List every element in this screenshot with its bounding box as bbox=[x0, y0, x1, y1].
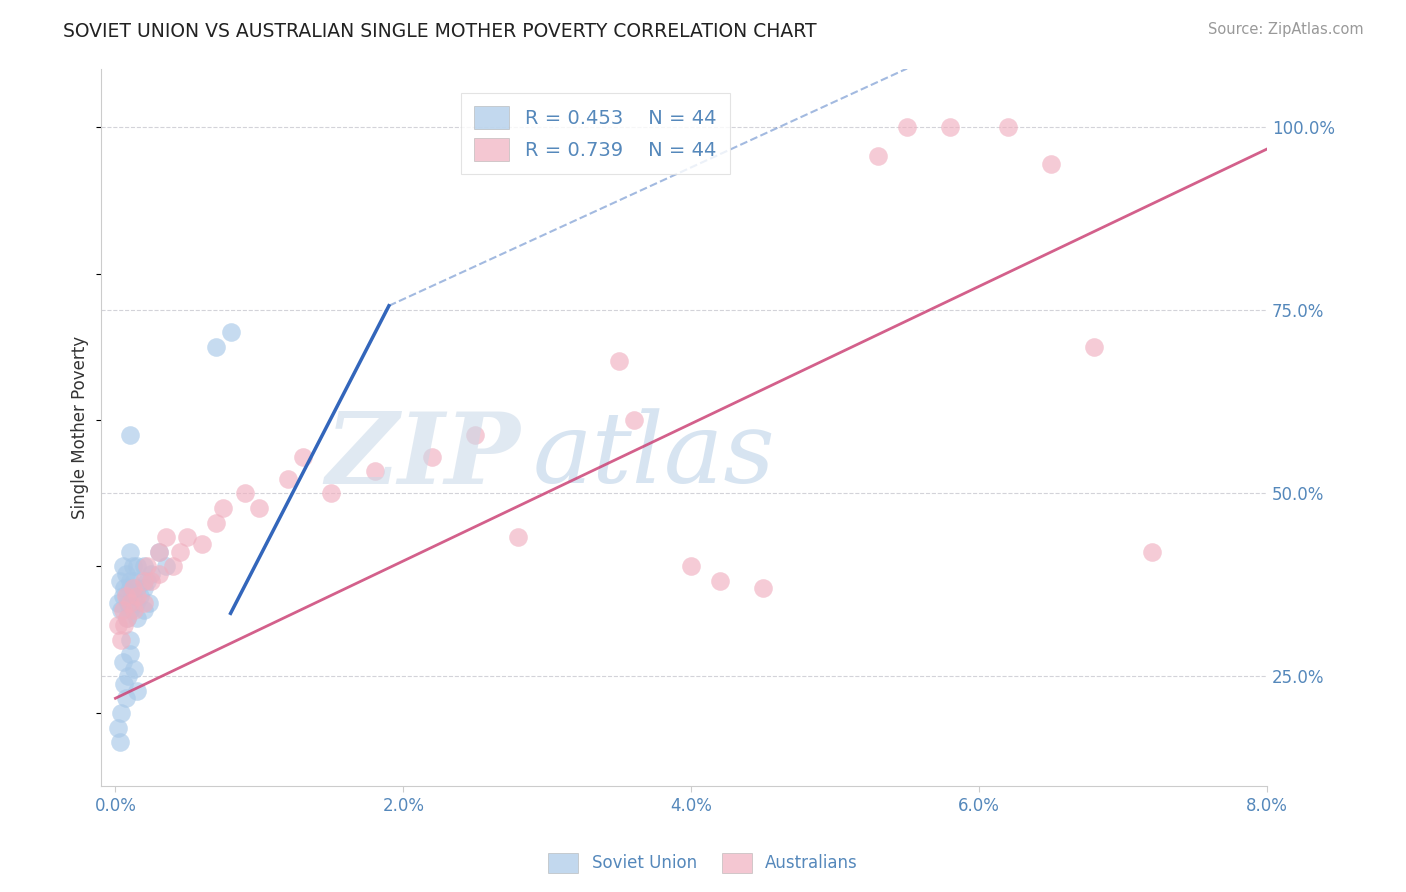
Point bbox=[155, 559, 177, 574]
Point bbox=[1083, 340, 1105, 354]
Point bbox=[148, 545, 170, 559]
Point bbox=[111, 655, 134, 669]
Point bbox=[122, 603, 145, 617]
Y-axis label: Single Mother Poverty: Single Mother Poverty bbox=[72, 335, 89, 519]
Point bbox=[136, 559, 159, 574]
Point bbox=[110, 603, 132, 617]
Point bbox=[118, 582, 141, 596]
Point bbox=[111, 603, 134, 617]
Point bbox=[124, 596, 146, 610]
Point bbox=[321, 486, 343, 500]
Point bbox=[134, 582, 156, 596]
Point bbox=[114, 566, 136, 581]
Point bbox=[868, 149, 890, 163]
Point bbox=[709, 574, 731, 588]
Point bbox=[134, 559, 156, 574]
Point bbox=[118, 603, 141, 617]
Point bbox=[896, 120, 918, 134]
Point bbox=[125, 589, 148, 603]
Point bbox=[107, 618, 129, 632]
Point bbox=[125, 611, 148, 625]
Point bbox=[752, 582, 775, 596]
Point bbox=[681, 559, 703, 574]
Point bbox=[291, 450, 314, 464]
Text: Source: ZipAtlas.com: Source: ZipAtlas.com bbox=[1208, 22, 1364, 37]
Point bbox=[420, 450, 443, 464]
Point bbox=[115, 589, 138, 603]
Point bbox=[117, 669, 139, 683]
Point bbox=[134, 596, 156, 610]
Point bbox=[125, 559, 148, 574]
Point bbox=[107, 596, 129, 610]
Point bbox=[111, 589, 134, 603]
Point bbox=[118, 648, 141, 662]
Point bbox=[134, 574, 156, 588]
Point bbox=[115, 611, 138, 625]
Point bbox=[118, 545, 141, 559]
Point bbox=[115, 611, 138, 625]
Point bbox=[121, 559, 143, 574]
Point bbox=[129, 589, 152, 603]
Point bbox=[464, 427, 486, 442]
Point bbox=[138, 596, 160, 610]
Point bbox=[219, 325, 242, 339]
Text: ZIP: ZIP bbox=[326, 408, 520, 504]
Point bbox=[212, 500, 235, 515]
Text: SOVIET UNION VS AUSTRALIAN SINGLE MOTHER POVERTY CORRELATION CHART: SOVIET UNION VS AUSTRALIAN SINGLE MOTHER… bbox=[63, 22, 817, 41]
Legend: R = 0.453    N = 44, R = 0.739    N = 44: R = 0.453 N = 44, R = 0.739 N = 44 bbox=[461, 93, 730, 175]
Point bbox=[112, 676, 135, 690]
Point bbox=[1040, 157, 1063, 171]
Point bbox=[148, 545, 170, 559]
Point bbox=[121, 582, 143, 596]
Point bbox=[141, 566, 163, 581]
Point bbox=[141, 574, 163, 588]
Point bbox=[1140, 545, 1163, 559]
Point bbox=[118, 632, 141, 647]
Point bbox=[108, 735, 131, 749]
Point bbox=[169, 545, 191, 559]
Text: atlas: atlas bbox=[533, 409, 775, 504]
Point bbox=[136, 574, 159, 588]
Point bbox=[118, 427, 141, 442]
Point bbox=[118, 596, 141, 610]
Point bbox=[939, 120, 962, 134]
Point bbox=[162, 559, 184, 574]
Point bbox=[125, 684, 148, 698]
Point bbox=[125, 582, 148, 596]
Point bbox=[110, 632, 132, 647]
Point bbox=[607, 354, 630, 368]
Point bbox=[112, 582, 135, 596]
Point bbox=[363, 464, 385, 478]
Point bbox=[623, 413, 645, 427]
Point bbox=[114, 691, 136, 706]
Point bbox=[108, 574, 131, 588]
Point bbox=[112, 618, 135, 632]
Point bbox=[114, 589, 136, 603]
Point bbox=[122, 662, 145, 676]
Legend: Soviet Union, Australians: Soviet Union, Australians bbox=[541, 847, 865, 880]
Point bbox=[107, 721, 129, 735]
Point bbox=[121, 589, 143, 603]
Point bbox=[176, 530, 198, 544]
Point bbox=[134, 603, 156, 617]
Point bbox=[122, 574, 145, 588]
Point bbox=[155, 530, 177, 544]
Point bbox=[148, 566, 170, 581]
Point bbox=[997, 120, 1019, 134]
Point bbox=[508, 530, 530, 544]
Point bbox=[191, 537, 214, 551]
Point bbox=[111, 559, 134, 574]
Point bbox=[118, 574, 141, 588]
Point bbox=[233, 486, 256, 500]
Point bbox=[247, 500, 270, 515]
Point bbox=[277, 472, 299, 486]
Point bbox=[205, 516, 228, 530]
Point bbox=[205, 340, 228, 354]
Point bbox=[117, 596, 139, 610]
Point bbox=[110, 706, 132, 720]
